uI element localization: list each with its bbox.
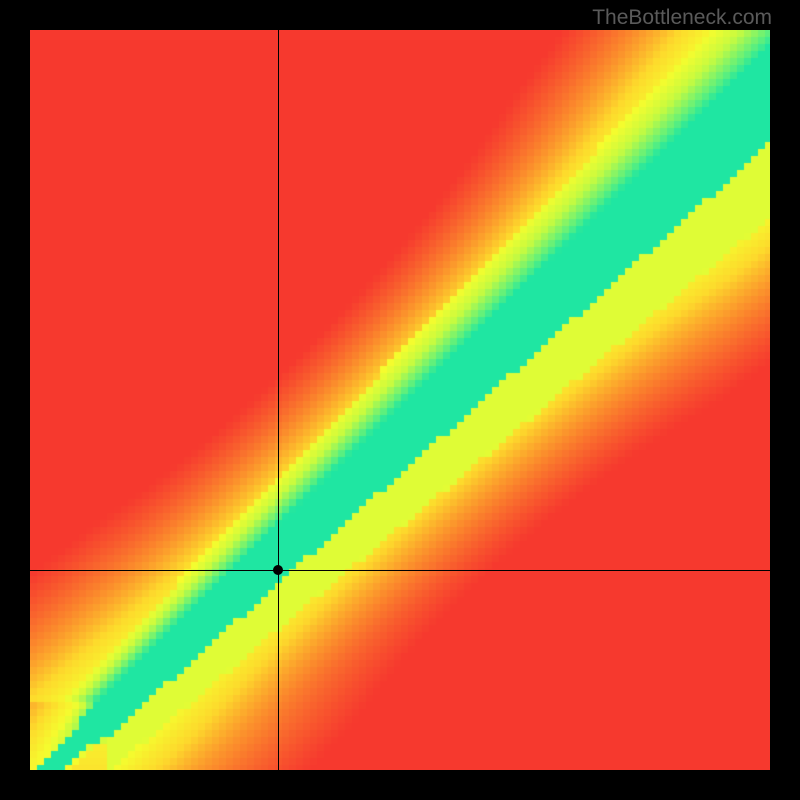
watermark-text: TheBottleneck.com: [592, 6, 772, 30]
heatmap-canvas: [30, 30, 770, 770]
crosshair-horizontal: [30, 570, 770, 571]
crosshair-vertical: [278, 30, 279, 770]
crosshair-marker: [273, 565, 283, 575]
heatmap-plot: [30, 30, 770, 770]
